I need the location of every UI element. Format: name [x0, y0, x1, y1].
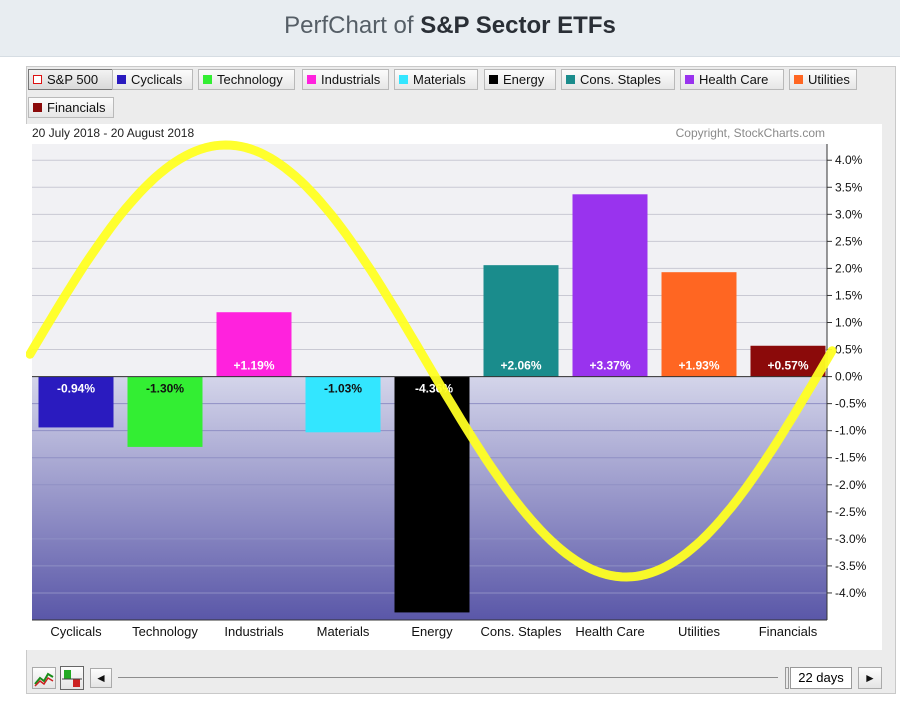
legend-financials[interactable]: Financials [28, 97, 114, 118]
data-label: -1.03% [324, 382, 362, 396]
legend-label: Energy [503, 72, 545, 87]
legend-label: Industrials [321, 72, 381, 87]
y-tick-label: 1.0% [835, 316, 863, 330]
bar [661, 272, 737, 377]
y-tick-label: -3.5% [835, 559, 867, 573]
y-tick-label: 3.5% [835, 180, 863, 194]
y-tick-label: -1.5% [835, 451, 867, 465]
legend-swatch [489, 75, 498, 84]
legend-s-p-500[interactable]: S&P 500 [28, 69, 118, 90]
prev-button[interactable]: ◄ [90, 668, 112, 688]
x-tick-label: Utilities [678, 624, 720, 639]
y-tick-label: -2.5% [835, 505, 867, 519]
x-tick-label: Health Care [575, 624, 644, 639]
data-label: +1.19% [233, 359, 274, 373]
y-tick-label: -1.0% [835, 424, 867, 438]
y-tick-label: 1.5% [835, 288, 863, 302]
x-tick-label: Industrials [224, 624, 284, 639]
legend-swatch [117, 75, 126, 84]
y-tick-label: 3.0% [835, 207, 863, 221]
legend-swatch [307, 75, 316, 84]
x-tick-label: Technology [132, 624, 198, 639]
next-button[interactable]: ► [858, 667, 882, 689]
legend-label: S&P 500 [47, 72, 99, 87]
legend-utilities[interactable]: Utilities [789, 69, 857, 90]
legend-swatch [203, 75, 212, 84]
y-tick-label: 2.5% [835, 234, 863, 248]
legend-technology[interactable]: Technology [198, 69, 295, 90]
line-chart-icon[interactable] [32, 667, 56, 689]
y-tick-label: 4.0% [835, 153, 863, 167]
legend-swatch [794, 75, 803, 84]
data-label: +2.06% [500, 359, 541, 373]
legend-swatch [399, 75, 408, 84]
y-tick-label: -3.0% [835, 532, 867, 546]
sine-curve-annotation [26, 140, 837, 582]
bar [305, 376, 381, 433]
data-label: +1.93% [678, 359, 719, 373]
legend-health-care[interactable]: Health Care [680, 69, 784, 90]
y-tick-label: -2.0% [835, 478, 867, 492]
legend-label: Materials [413, 72, 466, 87]
bar [38, 376, 114, 428]
period-slider[interactable] [118, 677, 778, 678]
bar [750, 345, 826, 377]
y-tick-label: -0.5% [835, 397, 867, 411]
legend-label: Cyclicals [131, 72, 183, 87]
copyright: Copyright, StockCharts.com [676, 126, 825, 140]
data-label: -0.94% [57, 382, 95, 396]
legend-cyclicals[interactable]: Cyclicals [112, 69, 193, 90]
y-tick-label: -4.0% [835, 586, 867, 600]
data-label: +0.57% [767, 359, 808, 373]
x-tick-label: Cyclicals [50, 624, 102, 639]
slider-handle[interactable] [785, 667, 789, 689]
bar [483, 265, 559, 377]
data-label: +3.37% [589, 359, 630, 373]
bar [216, 312, 292, 377]
x-tick-label: Energy [411, 624, 453, 639]
title-bar: PerfChart of S&P Sector ETFs [0, 0, 900, 57]
date-range: 20 July 2018 - 20 August 2018 [32, 126, 194, 140]
legend-swatch [33, 75, 42, 84]
legend-label: Technology [217, 72, 283, 87]
legend-industrials[interactable]: Industrials [302, 69, 389, 90]
x-tick-label: Cons. Staples [481, 624, 562, 639]
legend-label: Utilities [808, 72, 850, 87]
control-row: ◄ 22 days ► [26, 662, 894, 692]
bar-chart-icon[interactable] [60, 666, 84, 690]
x-tick-label: Materials [317, 624, 370, 639]
title-bold: S&P Sector ETFs [420, 12, 616, 39]
data-label: -1.30% [146, 382, 184, 396]
legend-label: Cons. Staples [580, 72, 661, 87]
title-light: PerfChart of [284, 12, 421, 39]
legend-energy[interactable]: Energy [484, 69, 556, 90]
bar [127, 376, 203, 447]
y-tick-label: 0.0% [835, 370, 863, 384]
y-tick-label: 0.5% [835, 343, 863, 357]
legend-cons-staples[interactable]: Cons. Staples [561, 69, 675, 90]
legend-swatch [33, 103, 42, 112]
perf-chart: 20 July 2018 - 20 August 2018 Copyright, … [26, 124, 882, 650]
x-tick-label: Financials [759, 624, 818, 639]
legend-swatch [685, 75, 694, 84]
days-selector[interactable]: 22 days [790, 667, 852, 689]
bar [572, 194, 648, 377]
page-title: PerfChart of S&P Sector ETFs [0, 12, 900, 40]
legend-materials[interactable]: Materials [394, 69, 478, 90]
legend-label: Financials [47, 100, 106, 115]
legend-label: Health Care [699, 72, 769, 87]
legend-swatch [566, 75, 575, 84]
y-tick-label: 2.0% [835, 261, 863, 275]
